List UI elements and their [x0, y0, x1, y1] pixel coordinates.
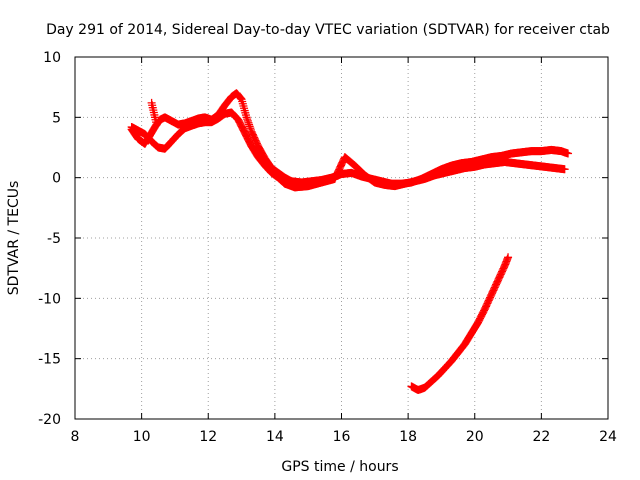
axes: 8 10 12 14 16 18 20 22 24 10 5 0 -5 -10 -15 -20: [38, 50, 617, 445]
x-tick-label: 12: [199, 429, 217, 445]
y-tick-label: 5: [52, 110, 61, 126]
y-axis-label: SDTVAR / TECUs: [6, 181, 22, 296]
data-marks: [127, 89, 573, 395]
y-tick-label: -5: [47, 231, 61, 247]
x-tick-label: 14: [266, 429, 284, 445]
series-track-2: [127, 108, 569, 192]
series-track-3: [147, 98, 161, 129]
data-point: [560, 165, 569, 174]
data-point: [564, 149, 573, 158]
y-tick-label: 0: [52, 171, 61, 187]
grid-layer: [75, 57, 608, 419]
data-point: [152, 120, 161, 129]
x-tick-label: 16: [333, 429, 351, 445]
series-track-1: [127, 89, 573, 188]
x-tick-label: 8: [71, 429, 80, 445]
plot-frame: [74, 56, 609, 420]
x-tick-label: 18: [399, 429, 417, 445]
x-tick-label: 24: [599, 429, 617, 445]
y-tick-label: -10: [38, 291, 61, 307]
x-tick-label: 22: [532, 429, 550, 445]
y-tick-label: -20: [38, 412, 61, 428]
y-tick-label: 10: [43, 50, 61, 66]
y-tick-label: -15: [38, 352, 61, 368]
x-axis-label: GPS time / hours: [281, 459, 398, 475]
x-tick-label: 20: [466, 429, 484, 445]
data-point: [504, 253, 513, 262]
x-tick-label: 10: [133, 429, 151, 445]
series-track-4: [407, 253, 513, 395]
chart-title: Day 291 of 2014, Sidereal Day-to-day VTE…: [46, 22, 610, 38]
